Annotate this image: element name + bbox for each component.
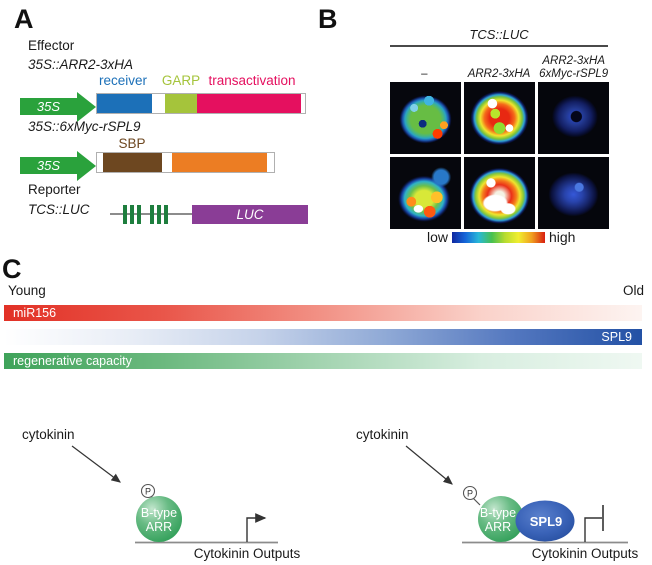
scale-high-label: high [549, 229, 576, 245]
promoter-arrow-body-1: 35S [20, 98, 77, 115]
transcription-start-arrow [246, 513, 267, 542]
spl9-gradient-bar: SPL9 [4, 329, 642, 345]
model-without-spl9: cytokinin P B-type ARR Cytokinin Outputs [22, 427, 301, 561]
b-type-arr-label-line1: B-type [141, 506, 177, 520]
tcs-element-bar [157, 205, 161, 224]
luminescence-image-control-2 [390, 157, 461, 229]
reporter-name: TCS::LUC [28, 202, 90, 217]
linker-gap [152, 94, 166, 113]
b-type-arr-circle [136, 496, 182, 542]
tcs-element-bar [150, 205, 154, 224]
b-type-arr-label-line2: ARR [146, 520, 172, 534]
treatment-column-labels: – ARR2-3xHA ARR2-3xHA 6xMyc-rSPL9 [387, 48, 611, 80]
luminescence-image-control-1 [390, 82, 461, 154]
receiver-domain-box [97, 94, 153, 113]
arr2-construct-bar [96, 93, 306, 114]
phosphate-p-label: P [145, 487, 151, 497]
luminescence-image-arr2-2 [464, 157, 535, 229]
luc-gene-label: LUC [236, 207, 264, 222]
terminal-gap [301, 94, 305, 113]
cytokinin-signal-arrow [405, 445, 453, 485]
construct1-name: 35S::ARR2-3xHA [28, 57, 134, 72]
panel-c-letter: C [2, 254, 22, 284]
phosphate-connector [472, 497, 481, 506]
tcs-luc-header: TCS::LUC [469, 27, 529, 42]
cytokinin-outputs-label: Cytokinin Outputs [194, 546, 301, 561]
cytokinin-label: cytokinin [22, 427, 75, 442]
phosphate-p-label: P [467, 489, 473, 499]
effector-heading: Effector [28, 38, 75, 53]
garp-domain-label: GARP [161, 73, 201, 88]
b-type-arr-label-line2: ARR [485, 520, 511, 534]
luminescence-image-arr2-spl9-2 [538, 157, 609, 229]
model-with-spl9: cytokinin P B-type ARR SPL9 Cytokinin Ou… [356, 427, 639, 561]
mir156-gradient-bar: miR156 [4, 305, 642, 321]
tcs-element-bar [164, 205, 168, 224]
column-label-control: – [421, 67, 428, 80]
luminescence-image-arr2-1 [464, 82, 535, 154]
promoter-arrow-head-1 [77, 92, 96, 122]
luc-gene-box: LUC [192, 205, 308, 224]
transactivation-domain-box [197, 94, 302, 113]
tcs-element-bar [130, 205, 134, 224]
sbp-domain-box [102, 153, 163, 172]
tcs-element-bar [123, 205, 127, 224]
spl9-ellipse [515, 500, 575, 542]
phosphate-circle [140, 483, 156, 499]
cytokinin-signal-arrow [71, 445, 121, 483]
garp-domain-box [165, 94, 198, 113]
old-label: Old [622, 283, 644, 298]
regenerative-capacity-gradient-bar: regenerative capacity [4, 353, 642, 369]
spl9-cds-box [172, 153, 268, 172]
b-type-arr-label-line1: B-type [480, 506, 516, 520]
scale-low-label: low [426, 229, 448, 245]
tcs-element-bar [137, 205, 141, 224]
promoter-arrow-body-2: 35S [20, 157, 77, 174]
phosphate-circle [462, 485, 478, 501]
terminal-gap [267, 153, 274, 172]
b-type-arr-circle [478, 496, 524, 542]
column-label-arr2-spl9: ARR2-3xHA 6xMyc-rSPL9 [539, 55, 609, 80]
column-label-arr2: ARR2-3xHA [467, 67, 531, 80]
construct2-name: 35S::6xMyc-rSPL9 [28, 119, 141, 134]
receiver-domain-label: receiver [98, 73, 147, 88]
linker-gap [162, 153, 173, 172]
luminescence-image-arr2-spl9-1 [538, 82, 609, 154]
reporter-heading: Reporter [28, 182, 81, 197]
panel-b-letter: B [318, 4, 338, 34]
luminescence-image-grid [390, 82, 609, 229]
transactivation-domain-label: transactivation [208, 73, 296, 88]
panel-a-letter: A [14, 4, 34, 34]
promoter-label-2: 35S [36, 158, 61, 173]
cytokinin-outputs-label: Cytokinin Outputs [532, 546, 639, 561]
young-label: Young [8, 283, 46, 298]
cytokinin-label: cytokinin [356, 427, 409, 442]
inhibition-connector [584, 517, 602, 542]
spl9-label: SPL9 [530, 514, 563, 529]
intensity-colorbar [452, 232, 545, 243]
header-underline [390, 45, 608, 47]
promoter-label-1: 35S [36, 99, 61, 114]
leading-gap [97, 153, 103, 172]
sbp-domain-label: SBP [118, 136, 146, 151]
rspl9-construct-bar [96, 152, 275, 173]
promoter-arrow-head-2 [77, 151, 96, 181]
